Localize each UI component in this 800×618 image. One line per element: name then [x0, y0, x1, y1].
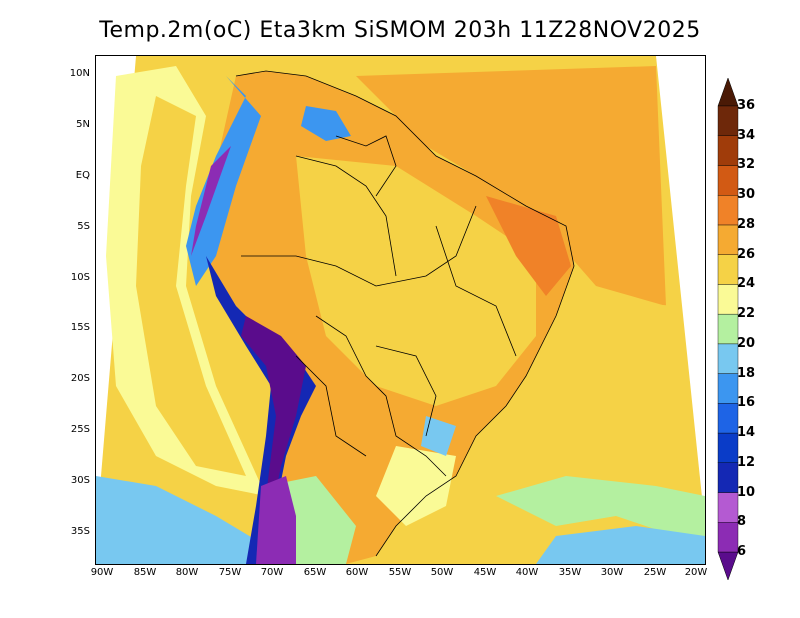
atlantic-central — [536, 296, 696, 466]
colorbar-level-label: 6 — [737, 544, 747, 559]
colorbar-level-label: 30 — [737, 187, 756, 203]
south-atlantic-cool — [496, 476, 705, 546]
colorbar-level-label: 22 — [737, 306, 756, 322]
colorbar-level-label: 14 — [737, 425, 756, 441]
lat-tick-label: 10N — [69, 68, 90, 79]
colorbar-level-label: 26 — [737, 246, 756, 262]
lon-tick-label: 35W — [558, 567, 582, 578]
lat-tick-label: 15S — [70, 322, 90, 333]
brazil-interior — [296, 156, 536, 406]
colorbar-level-label: 12 — [737, 454, 756, 470]
south-atlantic-cold — [536, 526, 705, 564]
andes-south — [256, 476, 296, 564]
colorbar-level-label: 24 — [737, 276, 756, 292]
lat-tick-label: EQ — [75, 170, 90, 181]
lon-tick-label: 20W — [684, 567, 708, 578]
lat-tick-label: 10S — [70, 272, 90, 283]
colorbar-bin — [717, 165, 739, 196]
atlantic-warm — [356, 66, 666, 306]
colorbar-level-label: 28 — [737, 216, 756, 232]
map-title: Temp.2m(oC) Eta3km SiSMOM 203h 11Z28NOV2… — [99, 18, 701, 43]
colorbar-level-label: 8 — [737, 514, 747, 530]
colorbar-level-label: 10 — [737, 484, 756, 500]
colorbar-level-label: 20 — [737, 335, 756, 351]
andes-north — [186, 76, 261, 286]
colorbar-level-label: 18 — [737, 365, 756, 381]
country-borders — [235, 70, 575, 557]
colorbar-top-arrow — [717, 78, 739, 107]
colorbar-bin — [717, 284, 739, 315]
colorbar-bin — [717, 135, 739, 166]
colorbar-level-label: 32 — [737, 157, 756, 173]
lon-tick-label: 90W — [90, 567, 114, 578]
lat-tick-label: 5N — [76, 119, 90, 130]
map-canvas — [96, 56, 705, 564]
pacific-coast-band — [136, 96, 246, 476]
colorbar-bin — [717, 373, 739, 404]
lon-tick-label: 85W — [133, 567, 157, 578]
lat-tick-label: 5S — [77, 221, 90, 232]
northeast-hot — [486, 196, 571, 296]
temperature-map — [95, 55, 706, 565]
lat-tick-label: 20S — [70, 373, 90, 384]
southeast-highlands — [421, 416, 456, 456]
colorbar-bin — [717, 313, 739, 345]
lon-tick-label: 75W — [218, 567, 242, 578]
lat-tick-label: 30S — [70, 475, 90, 486]
lon-tick-label: 50W — [430, 567, 454, 578]
lon-tick-label: 80W — [175, 567, 199, 578]
colorbar-bin — [717, 254, 739, 285]
colorbar-bin — [717, 224, 739, 255]
andes-north-core — [191, 146, 231, 256]
colorbar-bin — [717, 522, 739, 553]
lon-tick-label: 60W — [345, 567, 369, 578]
colorbar-bin — [717, 194, 739, 226]
colorbar-level-label: 16 — [737, 395, 756, 411]
colorbar-bin — [717, 105, 739, 136]
colorbar-bin — [717, 432, 739, 464]
lat-tick-label: 25S — [70, 424, 90, 435]
guiana-highlands — [301, 106, 351, 141]
andes-altiplano-cold — [241, 316, 306, 564]
colorbar-bin — [717, 492, 739, 523]
colorbar-bin — [717, 343, 739, 374]
colorbar-level-label: 34 — [737, 127, 756, 143]
lon-tick-label: 70W — [260, 567, 284, 578]
pacific-cool-ocean — [96, 476, 266, 564]
lon-tick-label: 65W — [303, 567, 327, 578]
colorbar-bin — [717, 462, 739, 493]
lon-tick-label: 40W — [515, 567, 539, 578]
lon-tick-label: 30W — [600, 567, 624, 578]
lon-tick-label: 25W — [643, 567, 667, 578]
temperature-colorbar — [717, 78, 739, 580]
lon-tick-label: 55W — [388, 567, 412, 578]
colorbar-bottom-arrow — [717, 551, 739, 580]
colorbar-level-label: 36 — [737, 98, 756, 113]
lon-tick-label: 45W — [473, 567, 497, 578]
lat-tick-label: 35S — [70, 526, 90, 537]
colorbar-bin — [717, 403, 739, 434]
